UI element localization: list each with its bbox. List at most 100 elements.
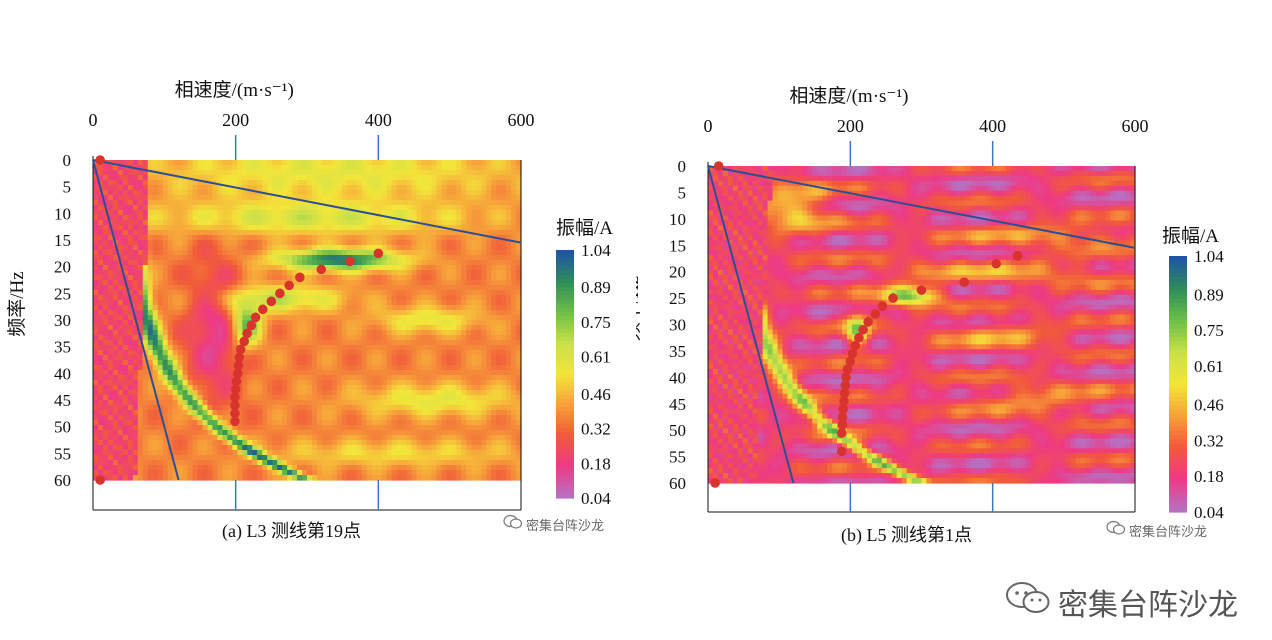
heatmap-cell [247,275,253,281]
heatmap-cell [476,350,482,356]
heatmap-cell [212,240,219,246]
heatmap-cell [331,275,338,281]
heatmap-cell [167,320,174,326]
heatmap-cell [341,260,348,266]
heatmap-cell [112,420,119,426]
heatmap-cell [282,200,288,206]
heatmap-cell [242,215,248,221]
heatmap-cell [192,235,199,241]
heatmap-cell [501,165,507,171]
heatmap-cell [491,220,497,226]
heatmap-cell [466,160,472,166]
heatmap-cell [331,260,338,266]
heatmap-cell [167,410,174,416]
heatmap-cell [197,435,204,441]
heatmap-cell [441,410,447,416]
heatmap-cell [381,425,388,431]
heatmap-cell [316,315,323,321]
heatmap-cell [371,305,378,311]
heatmap-cell [257,435,263,441]
heatmap-cell [227,405,233,411]
heatmap-cell [132,280,139,286]
heatmap-cell [346,335,353,341]
heatmap-cell [142,245,149,251]
heatmap-cell [132,405,139,411]
heatmap-cell [107,230,114,236]
heatmap-cell [496,445,502,451]
heatmap-cell [177,340,184,346]
heatmap-cell [157,225,164,231]
heatmap-cell [297,440,303,446]
heatmap-cell [182,240,189,246]
heatmap-cell [132,400,139,406]
heatmap-cell [461,225,467,231]
heatmap-cell [311,170,318,176]
heatmap-cell [227,160,233,166]
heatmap-cell [172,345,179,351]
heatmap-cell [321,430,328,436]
heatmap-cell [232,445,238,451]
heatmap-cell [172,250,179,256]
heatmap-cell [471,165,477,171]
heatmap-cell [147,225,154,231]
heatmap-cell [112,160,119,166]
heatmap-cell [371,445,378,451]
heatmap-cell [212,325,219,331]
heatmap-cell [182,230,189,236]
heatmap-cell [426,305,433,311]
heatmap-cell [411,405,418,411]
heatmap-cell [416,200,423,206]
heatmap-cell [272,280,278,286]
heatmap-cell [107,320,114,326]
heatmap-cell [411,255,418,261]
heatmap-cell [177,385,184,391]
heatmap-cell [93,320,99,326]
heatmap-cell [277,380,283,386]
heatmap-cell [456,165,462,171]
heatmap-cell [217,200,223,206]
heatmap-cell [282,350,288,356]
heatmap-cell [481,440,487,446]
heatmap-cell [292,410,298,416]
heatmap-cell [202,365,209,371]
heatmap-cell [386,400,393,406]
heatmap-cell [302,320,308,326]
heatmap-cell [426,340,433,346]
heatmap-cell [491,380,497,386]
heatmap-cell [277,440,283,446]
heatmap-cell [247,345,253,351]
heatmap-cell [441,305,447,311]
heatmap-cell [436,325,442,331]
heatmap-cell [97,360,104,366]
heatmap-cell [366,410,373,416]
heatmap-cell [117,405,124,411]
heatmap-cell [302,295,308,301]
heatmap-cell [282,425,288,431]
heatmap-cell [202,250,209,256]
heatmap-cell [406,320,413,326]
heatmap-cell [202,400,209,406]
heatmap-cell [386,180,393,186]
heatmap-cell [311,410,318,416]
heatmap-cell [117,435,124,441]
heatmap-cell [292,260,298,266]
heatmap-cell [212,270,219,276]
heatmap-cell [212,355,219,361]
heatmap-cell [302,350,308,356]
heatmap-cell [416,375,423,381]
heatmap-cell [511,230,517,236]
heatmap-cell [242,270,248,276]
heatmap-cell [396,210,403,216]
heatmap-cell [152,160,159,166]
heatmap-cell [122,210,129,216]
heatmap-cell [426,265,433,271]
heatmap-cell [292,270,298,276]
heatmap-cell [127,280,134,286]
heatmap-cell [302,250,308,256]
heatmap-cell [182,385,189,391]
heatmap-cell [267,330,273,336]
heatmap-cell [112,260,119,266]
heatmap-cell [137,165,144,171]
heatmap-cell [366,235,373,241]
heatmap-cell [421,180,428,186]
